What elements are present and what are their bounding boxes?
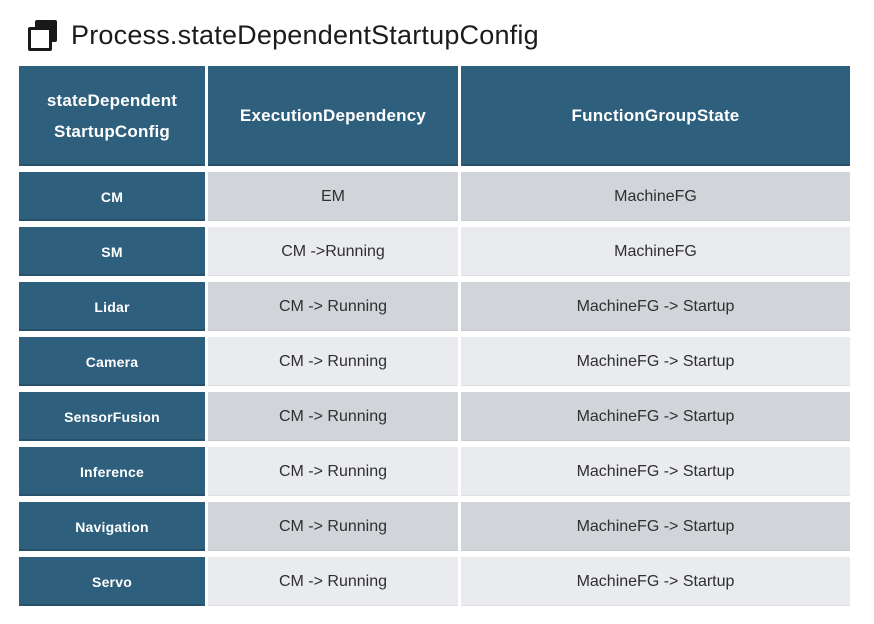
execution-dependency-cell: CM -> Running (208, 447, 458, 496)
row-header-cell: Camera (19, 337, 205, 386)
startup-config-table: stateDependent StartupConfig ExecutionDe… (19, 66, 850, 606)
row-header-cell: SM (19, 227, 205, 276)
row-header-cell: Lidar (19, 282, 205, 331)
execution-dependency-cell: CM -> Running (208, 337, 458, 386)
page-title-text: Process.stateDependentStartupConfig (71, 19, 539, 50)
row-header-cell: Inference (19, 447, 205, 496)
row-header-cell: Navigation (19, 502, 205, 551)
function-group-state-cell: MachineFG -> Startup (461, 392, 850, 441)
execution-dependency-cell: CM -> Running (208, 282, 458, 331)
column-header-execution-dependency: ExecutionDependency (208, 66, 458, 166)
function-group-state-cell: MachineFG -> Startup (461, 502, 850, 551)
row-header-cell: CM (19, 172, 205, 221)
row-header-cell: Servo (19, 557, 205, 606)
execution-dependency-cell: CM -> Running (208, 502, 458, 551)
shadowed-square-icon (28, 19, 57, 51)
function-group-state-cell: MachineFG -> Startup (461, 337, 850, 386)
execution-dependency-cell: CM -> Running (208, 392, 458, 441)
function-group-state-cell: MachineFG -> Startup (461, 447, 850, 496)
function-group-state-cell: MachineFG -> Startup (461, 282, 850, 331)
page-title: Process.stateDependentStartupConfig (28, 16, 874, 54)
row-header-cell: SensorFusion (19, 392, 205, 441)
column-header-line-1: stateDependent (46, 91, 178, 110)
execution-dependency-cell: CM -> Running (208, 557, 458, 606)
column-header-state-dependent-startup-config: stateDependent StartupConfig (19, 66, 205, 166)
execution-dependency-cell: CM ->Running (208, 227, 458, 276)
function-group-state-cell: MachineFG (461, 172, 850, 221)
function-group-state-cell: MachineFG -> Startup (461, 557, 850, 606)
execution-dependency-cell: EM (208, 172, 458, 221)
column-header-function-group-state: FunctionGroupState (461, 66, 850, 166)
function-group-state-cell: MachineFG (461, 227, 850, 276)
shadowed-square-icon-face (28, 26, 52, 51)
column-header-line-2: StartupConfig (54, 122, 170, 141)
